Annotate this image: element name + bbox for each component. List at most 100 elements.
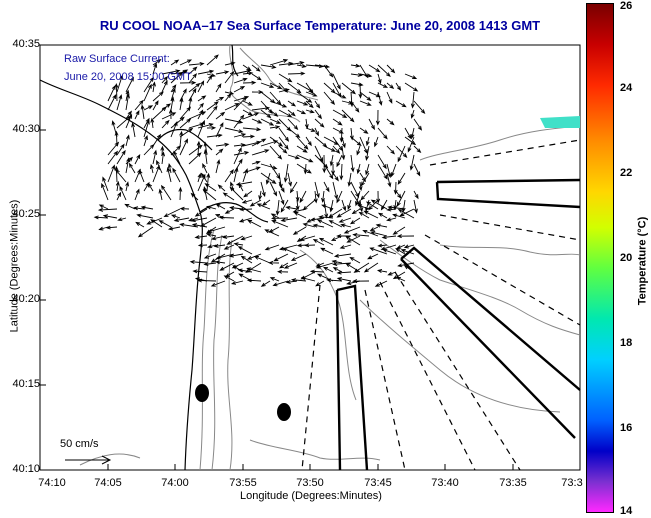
current-vector (260, 91, 276, 104)
current-vector (190, 192, 199, 201)
current-vector (238, 182, 244, 192)
current-vector (206, 232, 217, 237)
current-vector (404, 127, 412, 140)
current-vector (350, 63, 361, 68)
current-vector (132, 206, 145, 211)
current-vector (404, 73, 418, 80)
current-vector (355, 190, 361, 207)
current-vector (152, 149, 158, 165)
current-vector (125, 134, 130, 147)
current-vector (287, 82, 302, 94)
current-vector (268, 260, 280, 265)
current-vector (318, 215, 334, 220)
current-vector (135, 221, 145, 228)
current-vector (251, 118, 263, 124)
current-vector (296, 243, 307, 248)
current-vector (188, 82, 201, 93)
current-vector (260, 280, 271, 287)
current-vector (215, 111, 226, 120)
current-vector (413, 163, 421, 177)
current-vector (283, 262, 298, 269)
current-label-line2: June 20, 2008 15:00 GMT (64, 71, 192, 83)
current-vector (166, 166, 172, 183)
current-vector (179, 127, 194, 138)
current-vector (197, 80, 205, 93)
current-vector (107, 84, 116, 102)
current-vector (360, 172, 370, 187)
current-vector (269, 118, 282, 124)
current-vector (305, 91, 318, 97)
current-vector (386, 64, 396, 74)
current-vector (233, 150, 250, 156)
current-vector (287, 71, 306, 76)
current-vector (206, 133, 223, 138)
current-vector (134, 99, 144, 111)
current-vector (239, 207, 253, 212)
current-vector (128, 162, 136, 174)
current-vector (285, 205, 298, 210)
current-vector (242, 140, 262, 147)
current-vector (152, 62, 158, 75)
current-vector (125, 181, 130, 192)
current-vector (224, 127, 244, 134)
current-vector (229, 186, 244, 201)
current-vector (233, 166, 239, 183)
current-vector (397, 145, 406, 163)
current-vector (350, 154, 355, 173)
sst-patch (540, 116, 580, 128)
current-vector (226, 235, 244, 245)
current-vector (179, 206, 190, 211)
current-vector (213, 243, 226, 248)
current-vector (179, 80, 197, 85)
current-vector (350, 82, 364, 87)
current-vector (191, 223, 208, 228)
current-vector (296, 91, 313, 103)
current-vector (202, 163, 208, 174)
current-vector (199, 217, 217, 227)
current-vector (365, 163, 370, 176)
current-vector (326, 278, 343, 283)
current-vector (160, 145, 165, 156)
x-tick-label: 73:40 (431, 477, 459, 489)
current-vector (242, 109, 254, 116)
current-vector (224, 70, 235, 84)
current-vector (179, 130, 184, 147)
colorbar-tick: 26 (620, 0, 633, 12)
current-vector (192, 269, 208, 274)
current-vector (365, 201, 379, 210)
current-vector (328, 208, 343, 218)
current-vector (196, 140, 201, 156)
current-vector (152, 91, 164, 102)
current-vector (360, 190, 370, 201)
current-vector (269, 59, 289, 66)
current-vector (116, 94, 123, 111)
current-vector (173, 217, 190, 222)
current-vector (359, 73, 373, 78)
current-vector (341, 199, 347, 212)
current-vector (161, 69, 181, 75)
current-vector (200, 172, 208, 183)
current-vector (98, 204, 109, 210)
current-vector (375, 109, 380, 126)
current-vector (285, 279, 298, 284)
current-vector (143, 119, 150, 138)
current-vector (314, 100, 321, 109)
current-vector (161, 119, 170, 129)
current-vector (403, 265, 415, 273)
current-vector (293, 211, 307, 219)
current-vector (278, 181, 285, 193)
current-vector (367, 253, 379, 260)
current-vector (125, 113, 133, 129)
current-vector (278, 145, 288, 154)
current-vector (124, 203, 136, 210)
station-marker-1 (195, 384, 209, 402)
current-vector (369, 226, 379, 232)
current-vector (242, 166, 261, 174)
current-vector (170, 87, 176, 102)
x-tick-label: 74:10 (38, 477, 66, 489)
current-vector (197, 95, 207, 102)
colorbar-label: Temperature (°C) (636, 216, 649, 306)
x-tick-label: 74:05 (94, 477, 122, 489)
y-ticks (40, 44, 46, 471)
current-vector (413, 145, 422, 154)
